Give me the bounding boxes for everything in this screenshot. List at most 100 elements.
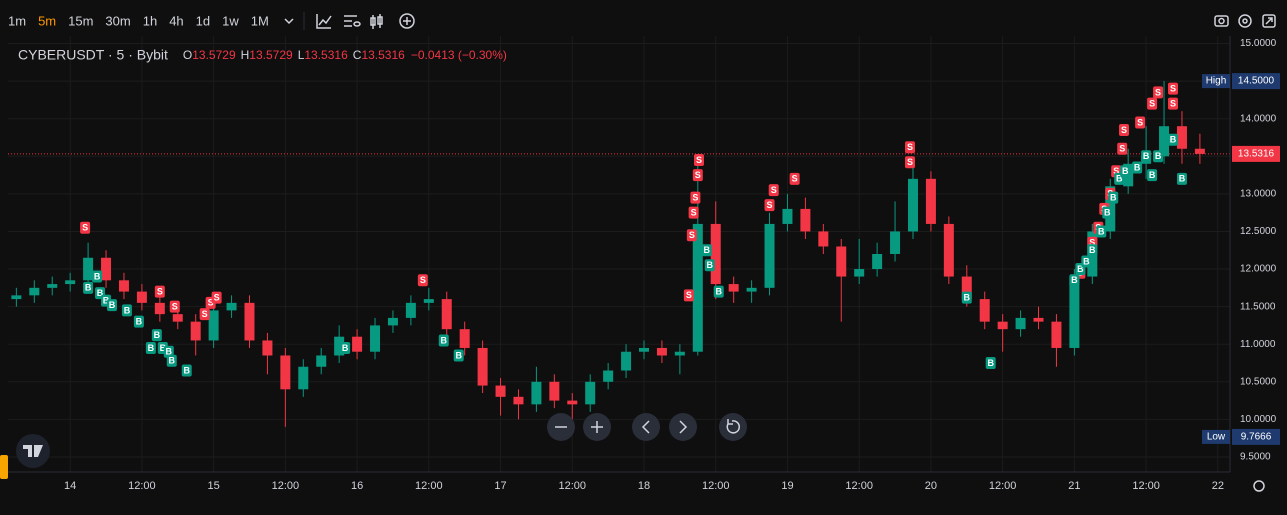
candle-body bbox=[531, 381, 542, 405]
settings-icon bbox=[1242, 18, 1248, 24]
signal-label: S bbox=[771, 185, 777, 195]
candle-body bbox=[890, 231, 901, 254]
templates-button[interactable] bbox=[344, 15, 361, 27]
y-tick-label: 11.5000 bbox=[1240, 301, 1276, 312]
signal-marker bbox=[1081, 255, 1092, 268]
candle-body bbox=[800, 208, 811, 232]
signal-label: B bbox=[1098, 226, 1105, 236]
signal-label: B bbox=[1083, 256, 1090, 266]
signal-marker bbox=[701, 244, 712, 257]
sidebar-toggle[interactable] bbox=[0, 455, 8, 479]
price-tag-label: 14.5000 bbox=[1238, 76, 1275, 87]
interval-button[interactable]: 1h bbox=[143, 13, 157, 28]
signal-label: B bbox=[1077, 264, 1084, 274]
signal-marker bbox=[713, 285, 724, 298]
interval-button[interactable]: 1M bbox=[251, 13, 269, 28]
signal-marker bbox=[453, 349, 464, 362]
axis-settings[interactable] bbox=[1253, 480, 1265, 492]
candle-body bbox=[387, 317, 398, 326]
scroll-left[interactable] bbox=[632, 413, 660, 441]
snapshot-button[interactable] bbox=[1214, 15, 1229, 27]
interval-button[interactable]: 15m bbox=[68, 13, 93, 28]
reset-icon bbox=[726, 419, 740, 434]
candle-body bbox=[854, 269, 865, 277]
interval-button[interactable]: 1w bbox=[222, 13, 239, 28]
scroll-right[interactable] bbox=[669, 413, 697, 441]
signal-marker bbox=[1168, 133, 1179, 146]
signal-label: S bbox=[792, 174, 798, 184]
candle-body bbox=[872, 254, 883, 270]
tag-name: High bbox=[1206, 76, 1227, 87]
signal-label: B bbox=[1116, 174, 1123, 184]
ohlc-letter: O bbox=[183, 48, 192, 62]
add-icon bbox=[403, 17, 411, 25]
x-tick-label: 12:00 bbox=[845, 480, 873, 492]
candle-body bbox=[674, 351, 685, 356]
candle-body bbox=[118, 280, 129, 292]
tradingview-logo bbox=[16, 434, 50, 468]
more-intervals[interactable] bbox=[284, 18, 294, 25]
candle-body bbox=[1159, 126, 1170, 157]
signal-marker bbox=[211, 291, 222, 304]
y-tick-label: 12.0000 bbox=[1240, 264, 1277, 275]
candle-body bbox=[567, 400, 578, 405]
signal-marker bbox=[340, 341, 351, 354]
candle-body bbox=[692, 223, 703, 352]
candle-body bbox=[83, 257, 94, 281]
reset-chart[interactable] bbox=[719, 413, 747, 441]
signal-label: B bbox=[1179, 174, 1186, 184]
signal-marker bbox=[1168, 97, 1179, 110]
signal-marker bbox=[1147, 169, 1158, 182]
candle-body bbox=[280, 355, 291, 390]
signal-label: B bbox=[704, 245, 711, 255]
x-tick-label: 17 bbox=[494, 480, 506, 492]
candle-body bbox=[226, 302, 237, 311]
signal-label: S bbox=[696, 155, 702, 165]
candle-body bbox=[459, 329, 470, 348]
signal-label: S bbox=[1170, 99, 1176, 109]
candle-body bbox=[836, 246, 847, 277]
signal-label: B bbox=[1089, 245, 1096, 255]
candle-body bbox=[370, 325, 381, 352]
interval-button[interactable]: 30m bbox=[105, 13, 130, 28]
signal-marker bbox=[768, 184, 779, 197]
candle-body bbox=[961, 276, 972, 300]
ohlc-field: C13.5316 bbox=[353, 48, 405, 62]
scroll-left-icon bbox=[641, 420, 650, 434]
signal-marker bbox=[1176, 172, 1187, 185]
signal-label: B bbox=[154, 330, 161, 340]
signal-label: B bbox=[1134, 162, 1141, 172]
signal-marker bbox=[904, 156, 915, 169]
candle-body bbox=[621, 351, 632, 371]
interval-button[interactable]: 4h bbox=[169, 13, 183, 28]
signal-marker bbox=[438, 334, 449, 347]
signal-marker bbox=[80, 221, 91, 234]
interval-button[interactable]: 1m bbox=[8, 13, 26, 28]
chart-type-button[interactable] bbox=[370, 14, 383, 29]
signal-label: B bbox=[94, 271, 101, 281]
interval-button[interactable]: 5m bbox=[38, 13, 56, 28]
signal-label: B bbox=[183, 365, 190, 375]
y-tick-label: 13.0000 bbox=[1240, 189, 1277, 200]
signal-label: S bbox=[691, 208, 697, 218]
x-tick-label: 12:00 bbox=[272, 480, 300, 492]
signal-marker bbox=[764, 199, 775, 212]
signal-label: S bbox=[172, 301, 178, 311]
x-tick-label: 16 bbox=[351, 480, 363, 492]
x-tick-label: 12:00 bbox=[1132, 480, 1160, 492]
add-button[interactable] bbox=[399, 13, 415, 29]
x-tick-label: 19 bbox=[781, 480, 793, 492]
signal-label: B bbox=[109, 300, 116, 310]
signal-label: S bbox=[1119, 144, 1125, 154]
signal-marker bbox=[1108, 191, 1119, 204]
candle-body bbox=[244, 302, 255, 341]
settings-button[interactable] bbox=[1238, 14, 1252, 28]
candle-body bbox=[495, 385, 506, 397]
y-tick-label: 11.0000 bbox=[1240, 339, 1276, 350]
indicators-button[interactable] bbox=[316, 14, 332, 29]
price-tag bbox=[1232, 145, 1280, 162]
candle-body bbox=[603, 370, 614, 382]
interval-button[interactable]: 1d bbox=[196, 13, 210, 28]
fullscreen-button[interactable] bbox=[1262, 14, 1276, 28]
signal-marker bbox=[683, 289, 694, 302]
